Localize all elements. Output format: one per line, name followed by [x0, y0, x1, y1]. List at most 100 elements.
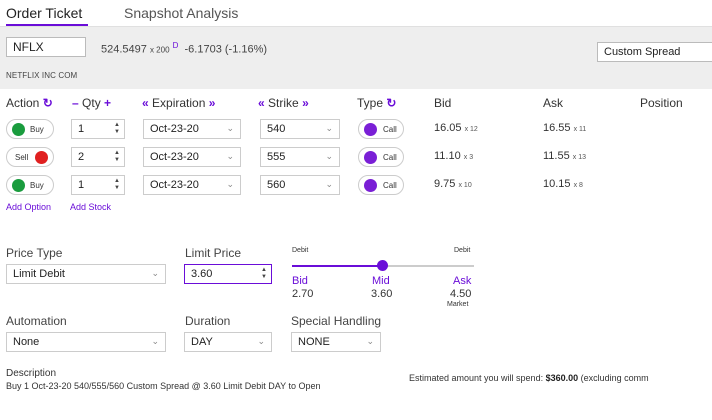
price-type-label: Price Type: [6, 246, 63, 260]
call-indicator-icon: [364, 151, 377, 164]
automation-label: Automation: [6, 314, 67, 328]
call-indicator-icon: [364, 123, 377, 136]
refresh-icon[interactable]: ↻: [386, 96, 397, 110]
tab-divider: [0, 26, 712, 27]
price-change: -6.1703 (-1.16%): [184, 43, 268, 56]
action-label: Buy: [30, 181, 44, 190]
double-chevron-right-icon[interactable]: »: [302, 96, 309, 110]
duration-label: Duration: [185, 314, 231, 328]
qty-stepper[interactable]: 1 ▲ ▼: [71, 119, 125, 139]
spinner-icon[interactable]: ▲ ▼: [114, 178, 120, 191]
spinner-icon[interactable]: ▲ ▼: [261, 267, 267, 280]
chevron-down-icon: ⌄: [366, 336, 374, 346]
double-chevron-left-icon[interactable]: «: [258, 96, 265, 110]
duration-select[interactable]: DAY ⌄: [184, 332, 272, 352]
action-toggle[interactable]: Buy: [6, 175, 54, 195]
strategy-select[interactable]: Custom Spread: [597, 42, 712, 62]
tab-order-ticket[interactable]: Order Ticket: [6, 5, 83, 21]
type-header: Type ↻: [357, 96, 397, 110]
expiration-select[interactable]: Oct-23-20 ⌄: [143, 175, 241, 195]
slider-bid-label: Bid: [292, 275, 308, 287]
type-label: Call: [383, 181, 397, 190]
strike-select[interactable]: 560 ⌄: [260, 175, 340, 195]
call-indicator-icon: [364, 179, 377, 192]
refresh-icon[interactable]: ↻: [42, 96, 53, 110]
slider-mid-value: 3.60: [371, 288, 393, 300]
action-label: Buy: [30, 125, 44, 134]
slider-market-note: Market: [447, 301, 469, 308]
tab-snapshot-analysis[interactable]: Snapshot Analysis: [124, 5, 239, 21]
strike-header: « Strike »: [258, 96, 309, 110]
expiration-select[interactable]: Oct-23-20 ⌄: [143, 147, 241, 167]
ask-cell[interactable]: 11.55 x 13: [543, 150, 587, 162]
estimated-cost: Estimated amount you will spend: $360.00…: [409, 373, 649, 383]
add-option-link[interactable]: Add Option: [6, 202, 52, 212]
quote-summary: 524.5497 x 200 D -6.1703 (-1.16%): [101, 41, 267, 56]
estimated-amount: $360.00: [545, 373, 579, 383]
ask-header: Ask: [543, 96, 564, 110]
position-header: Position: [640, 96, 683, 110]
chevron-down-icon: ⌄: [325, 123, 333, 133]
bid-cell[interactable]: 16.05 x 12: [434, 122, 478, 134]
quote-flag: D: [172, 41, 179, 50]
chevron-down-icon: ⌄: [325, 179, 333, 189]
slider-left-label: Debit: [292, 247, 309, 254]
strike-select[interactable]: 555 ⌄: [260, 147, 340, 167]
type-toggle[interactable]: Call: [358, 175, 404, 195]
type-label: Call: [383, 125, 397, 134]
sell-indicator-icon: [35, 151, 48, 164]
buy-indicator-icon: [12, 123, 25, 136]
buy-indicator-icon: [12, 179, 25, 192]
action-toggle[interactable]: Buy: [6, 119, 54, 139]
slider-mid-label: Mid: [372, 275, 390, 287]
order-description: Buy 1 Oct-23-20 540/555/560 Custom Sprea…: [6, 381, 321, 391]
ask-cell[interactable]: 10.15 x 8: [543, 178, 583, 190]
qty-stepper[interactable]: 2 ▲ ▼: [71, 147, 125, 167]
type-toggle[interactable]: Call: [358, 119, 404, 139]
double-chevron-right-icon[interactable]: »: [208, 96, 216, 110]
limit-price-label: Limit Price: [185, 246, 242, 260]
special-handling-select[interactable]: NONE ⌄: [291, 332, 381, 352]
strike-select[interactable]: 540 ⌄: [260, 119, 340, 139]
last-price: 524.5497: [101, 43, 147, 56]
ask-cell[interactable]: 16.55 x 11: [543, 122, 587, 134]
limit-price-input[interactable]: 3.60 ▲ ▼: [184, 264, 272, 284]
symbol-input[interactable]: NFLX: [6, 37, 86, 57]
description-label: Description: [6, 368, 57, 379]
company-name: NETFLIX INC COM: [6, 71, 78, 80]
type-label: Call: [383, 153, 397, 162]
bid-cell[interactable]: 9.75 x 10: [434, 178, 472, 190]
bid-header: Bid: [434, 96, 452, 110]
slider-ask-value: 4.50: [450, 288, 472, 300]
automation-select[interactable]: None ⌄: [6, 332, 166, 352]
price-type-select[interactable]: Limit Debit ⌄: [6, 264, 166, 284]
type-toggle[interactable]: Call: [358, 147, 404, 167]
active-tab-indicator: [6, 24, 88, 26]
chevron-down-icon: ⌄: [151, 268, 159, 278]
chevron-down-icon: ⌄: [226, 179, 234, 189]
chevron-down-icon: ⌄: [325, 151, 333, 161]
price-slider-thumb[interactable]: [377, 260, 388, 271]
chevron-down-icon: ⌄: [151, 336, 159, 346]
quote-band: [0, 27, 712, 89]
chevron-down-icon: ⌄: [257, 336, 265, 346]
slider-bid-value: 2.70: [292, 288, 314, 300]
action-header: Action ↻: [6, 96, 53, 110]
action-toggle[interactable]: Sell: [6, 147, 54, 167]
plus-icon[interactable]: +: [104, 96, 112, 110]
qty-stepper[interactable]: 1 ▲ ▼: [71, 175, 125, 195]
action-label: Sell: [15, 153, 29, 162]
expiration-select[interactable]: Oct-23-20 ⌄: [143, 119, 241, 139]
expiration-header: « Expiration »: [142, 96, 216, 110]
add-stock-link[interactable]: Add Stock: [70, 202, 112, 212]
last-size: x 200: [149, 45, 170, 55]
qty-header: – Qty +: [72, 96, 112, 110]
special-handling-label: Special Handling: [291, 314, 382, 328]
bid-cell[interactable]: 11.10 x 3: [434, 150, 474, 162]
slider-right-label: Debit: [454, 247, 471, 254]
spinner-icon[interactable]: ▲ ▼: [114, 150, 120, 163]
minus-icon[interactable]: –: [72, 96, 79, 110]
spinner-icon[interactable]: ▲ ▼: [114, 122, 120, 135]
double-chevron-left-icon[interactable]: «: [142, 96, 149, 110]
chevron-down-icon: ⌄: [226, 151, 234, 161]
